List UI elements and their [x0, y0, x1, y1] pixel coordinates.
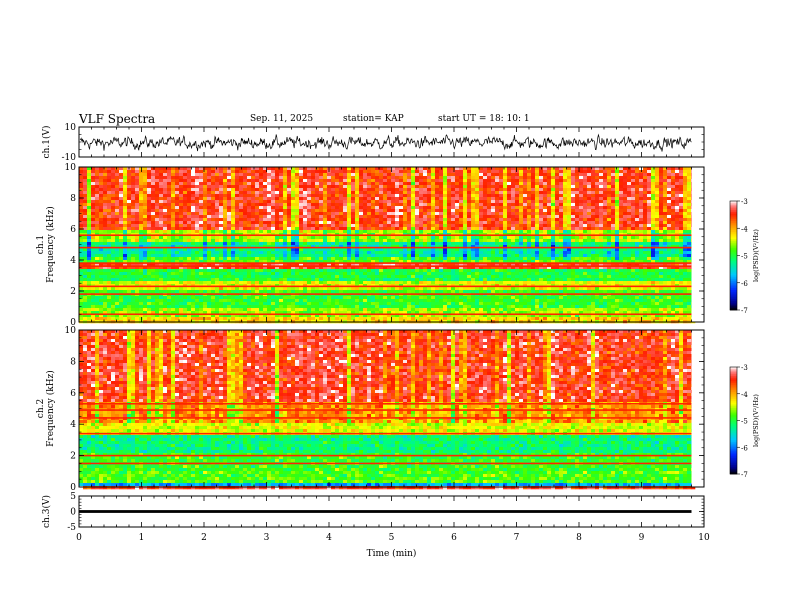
ch2-spectrogram-ytick-label: 4 [70, 420, 76, 430]
ch1-colorbar-label: log(PSD)(V²/Hz) [752, 229, 760, 282]
start-time-label: start UT = 18: 10: 1 [438, 114, 530, 124]
ch2-spectrogram-line [79, 402, 692, 405]
ch2-spectrogram-axis-label: Frequency (kHz) [45, 370, 56, 447]
x-tick-label: 1 [139, 533, 145, 543]
ch2-spectrogram-axis-label: ch.2 [36, 399, 46, 418]
ch3-signal-ytick-label: 5 [70, 492, 76, 502]
ch2-colorbar-tick-label: -5 [741, 418, 748, 426]
x-tick-label: 0 [76, 533, 82, 543]
ch1-spectrogram-line [79, 265, 692, 267]
ch2-spectrogram-line [79, 409, 692, 411]
ch2-colorbar-tick-label: -7 [741, 471, 748, 479]
ch2-spectrogram-blank [691, 330, 704, 487]
ch2-spectrogram-line [79, 432, 692, 435]
ch1-spectrogram-line [79, 234, 692, 236]
ch3-signal-axis-label: ch.3(V) [41, 495, 52, 528]
ch1-waveform-ytick-label: -10 [62, 153, 77, 163]
ch1-spectrogram-ytick-label: 6 [70, 225, 76, 235]
station-label: station= KAP [343, 114, 404, 124]
x-tick-label: 6 [451, 533, 457, 543]
ch1-spectrogram-ytick-label: 0 [70, 318, 76, 328]
ch1-waveform-ytick-label: 10 [65, 123, 77, 133]
x-tick-label: 2 [201, 533, 207, 543]
x-tick-label: 3 [264, 533, 270, 543]
ch3-signal-ytick-label: -5 [67, 523, 76, 533]
ch2-colorbar-tick-label: -6 [741, 444, 748, 452]
ch1-spectrogram-axis-label: ch.1 [36, 235, 46, 254]
ch2-colorbar-tick-label: -4 [741, 391, 748, 399]
chart-title: VLF Spectra [79, 112, 156, 126]
ch3-signal-ytick-label: 0 [70, 508, 76, 518]
ch1-waveform-line [79, 133, 692, 152]
x-tick-label: 5 [389, 533, 395, 543]
ch1-spectrogram-ytick-label: 10 [65, 163, 77, 173]
ch1-colorbar-tick-label: -3 [741, 198, 748, 206]
ch1-spectrogram-line [79, 246, 692, 249]
x-axis-label: Time (min) [367, 548, 417, 559]
ch1-spectrogram-line [79, 313, 692, 316]
x-tick-label: 7 [514, 533, 520, 543]
ch2-spectrogram-image [79, 330, 704, 490]
ch1-spectrogram-ytick-label: 8 [70, 194, 76, 204]
x-tick-label: 8 [576, 533, 582, 543]
ch1-spectrogram-image [79, 167, 704, 324]
ch1-spectrogram-axis-label: Frequency (kHz) [45, 206, 56, 283]
ch2-spectrogram-ytick-label: 8 [70, 357, 76, 367]
ch1-spectrogram-line [79, 285, 692, 288]
date-label: Sep. 11, 2025 [250, 114, 314, 124]
ch1-colorbar-tick-label: -5 [741, 253, 748, 261]
ch2-colorbar-tick-label: -3 [741, 364, 748, 372]
x-tick-label: 10 [698, 533, 710, 543]
ch2-spectrogram-ytick-label: 2 [70, 452, 76, 462]
ch2-colorbar-label: log(PSD)(V²/Hz) [752, 394, 760, 447]
ch2-spectrogram-ytick-label: 6 [70, 389, 76, 399]
ch1-colorbar-tick-label: -4 [741, 225, 748, 233]
ch1-spectrogram-line [79, 262, 692, 264]
ch2-spectrogram-line [79, 454, 692, 457]
ch2-spectrogram-line [79, 417, 692, 419]
ch1-colorbar-tick-label: -7 [741, 307, 748, 315]
ch1-spectrogram-blank [691, 167, 704, 322]
ch3-signal-band [79, 510, 692, 513]
ch1-spectrogram-ytick-label: 4 [70, 256, 76, 266]
ch1-spectrogram-ytick-label: 2 [70, 287, 76, 297]
ch1-waveform-axis-label: ch.1(V) [41, 126, 52, 159]
ch1-spectrogram-line [79, 293, 692, 295]
ch2-spectrogram-ytick-label: 0 [70, 483, 76, 493]
ch2-spectrogram-line [79, 462, 692, 465]
x-tick-label: 4 [326, 533, 332, 543]
ch2-spectrogram-ytick-label: 10 [65, 326, 77, 336]
ch1-colorbar-tick-label: -6 [741, 280, 748, 288]
x-tick-label: 9 [639, 533, 645, 543]
